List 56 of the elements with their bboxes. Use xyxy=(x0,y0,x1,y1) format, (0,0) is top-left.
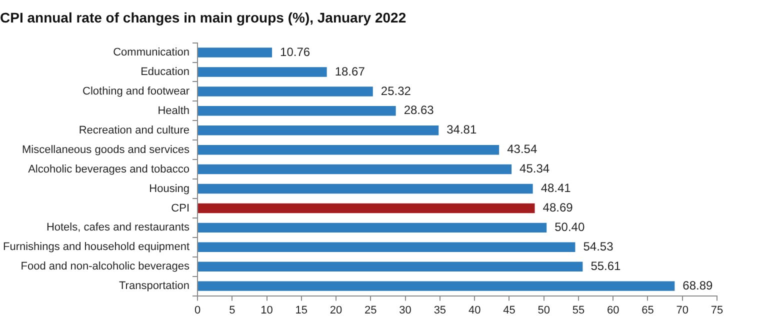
data-label: 10.76 xyxy=(280,44,310,59)
y-tick-label: Clothing and footwear xyxy=(82,85,190,98)
chart-title: CPI annual rate of changes in main groups (%), January 2022 xyxy=(0,9,406,26)
x-tick-label: 50 xyxy=(538,304,550,316)
x-tick-label: 15 xyxy=(295,304,308,316)
y-tick-label: Education xyxy=(140,66,190,78)
data-label: 50.40 xyxy=(554,220,585,234)
bar xyxy=(198,281,675,291)
y-tick-label: CPI xyxy=(171,202,190,214)
bar xyxy=(198,203,535,214)
data-label: 28.63 xyxy=(404,103,434,118)
data-label: 55.61 xyxy=(590,258,622,273)
data-label: 34.81 xyxy=(446,122,477,137)
bar xyxy=(198,67,327,77)
x-tick-label: 5 xyxy=(229,304,236,316)
bar xyxy=(198,184,533,194)
bar xyxy=(198,126,439,136)
y-tick-label: Hotels, cafes and restaurants xyxy=(46,222,190,234)
x-tick-label: 75 xyxy=(710,304,724,316)
y-tick-label: Communication xyxy=(113,46,190,59)
bar xyxy=(198,262,583,272)
data-label: 68.89 xyxy=(682,278,714,292)
x-tick-label: 65 xyxy=(642,304,654,316)
x-tick-label: 40 xyxy=(468,304,481,316)
x-tick-label: 10 xyxy=(260,304,273,316)
x-tick-label: 70 xyxy=(676,304,688,316)
data-label: 43.54 xyxy=(507,142,538,156)
y-tick-label: Housing xyxy=(149,182,190,195)
bar xyxy=(198,106,396,116)
x-tick-label: 55 xyxy=(572,304,585,316)
y-tick-label: Food and non-alcoholic beverages xyxy=(20,260,190,273)
bar xyxy=(198,86,373,96)
y-tick-label: Transportation xyxy=(118,280,190,292)
x-tick-label: 30 xyxy=(399,304,412,316)
x-tick-label: 35 xyxy=(434,304,446,316)
bar xyxy=(198,164,512,174)
x-tick-label: 25 xyxy=(364,304,377,316)
x-tick-label: 45 xyxy=(503,304,516,316)
y-tick-label: Health xyxy=(158,104,190,117)
x-tick-label: 60 xyxy=(606,304,620,316)
data-label: 18.67 xyxy=(334,64,366,78)
data-label: 45.34 xyxy=(520,162,550,176)
x-tick-label: 0 xyxy=(194,304,201,316)
data-label: 54.53 xyxy=(583,239,614,254)
x-tick-label: 20 xyxy=(330,304,342,316)
data-label: 25.32 xyxy=(380,84,412,98)
data-label: 48.41 xyxy=(540,181,572,196)
y-tick-label: Alcoholic beverages and tobacco xyxy=(28,163,190,176)
data-label: 48.69 xyxy=(542,200,574,215)
y-tick-label: Miscellaneous goods and services xyxy=(22,144,190,156)
bar xyxy=(198,48,272,58)
y-tick-label: Furnishings and household equipment xyxy=(2,241,190,254)
y-tick-label: Recreation and culture xyxy=(78,124,190,136)
bar xyxy=(198,242,576,252)
bar xyxy=(198,222,547,233)
bar xyxy=(198,144,500,155)
